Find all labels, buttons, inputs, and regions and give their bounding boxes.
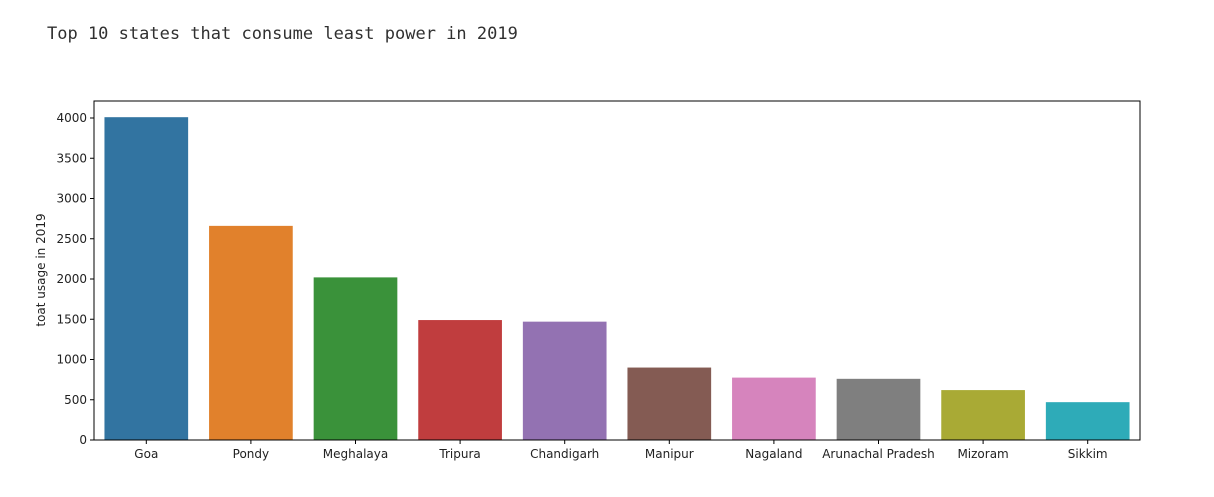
x-tick-label: Sikkim — [1068, 447, 1108, 461]
bar-mizoram — [941, 390, 1025, 440]
x-tick-label: Meghalaya — [323, 447, 388, 461]
bar-sikkim — [1045, 402, 1130, 441]
plot-frame — [93, 100, 1141, 441]
y-tick-label: 500 — [64, 393, 87, 407]
bar-goa — [104, 117, 189, 440]
y-tick-label: 3500 — [56, 151, 87, 165]
bar-chandigarh — [522, 321, 607, 440]
y-axis: 0 500 1000 1500 2000 2500 3000 3500 4000 — [56, 111, 94, 447]
x-tick-label: Arunachal Pradesh — [822, 447, 935, 461]
bar-nagaland — [732, 377, 816, 440]
x-tick-label: Goa — [134, 447, 158, 461]
y-tick-label: 1000 — [56, 353, 87, 367]
bar-pondy — [209, 225, 293, 440]
y-tick-label: 3000 — [56, 192, 87, 206]
cell-output-text: Top 10 states that consume least power i… — [47, 24, 518, 44]
bar-manipur — [627, 367, 712, 440]
y-tick-label: 1500 — [56, 312, 87, 326]
x-tick-label: Mizoram — [957, 447, 1008, 461]
y-tick-label: 4000 — [56, 111, 87, 125]
y-tick-label: 2500 — [56, 232, 87, 246]
y-axis-label: toat usage in 2019 — [34, 213, 48, 326]
x-tick-label: Tripura — [438, 447, 480, 461]
y-tick-label: 0 — [79, 433, 87, 447]
x-tick-label: Chandigarh — [530, 447, 599, 461]
y-tick-label: 2000 — [56, 272, 87, 286]
bars-group — [104, 117, 1130, 441]
bar-tripura — [418, 320, 502, 441]
x-tick-label: Pondy — [233, 447, 269, 461]
x-tick-label: Manipur — [645, 447, 694, 461]
x-axis: Goa Pondy Meghalaya Tripura Chandigarh Manipu… — [134, 440, 1108, 461]
bar-meghalaya — [313, 277, 398, 440]
x-tick-label: Nagaland — [745, 447, 802, 461]
bar-arunachal-pradesh — [836, 378, 921, 440]
